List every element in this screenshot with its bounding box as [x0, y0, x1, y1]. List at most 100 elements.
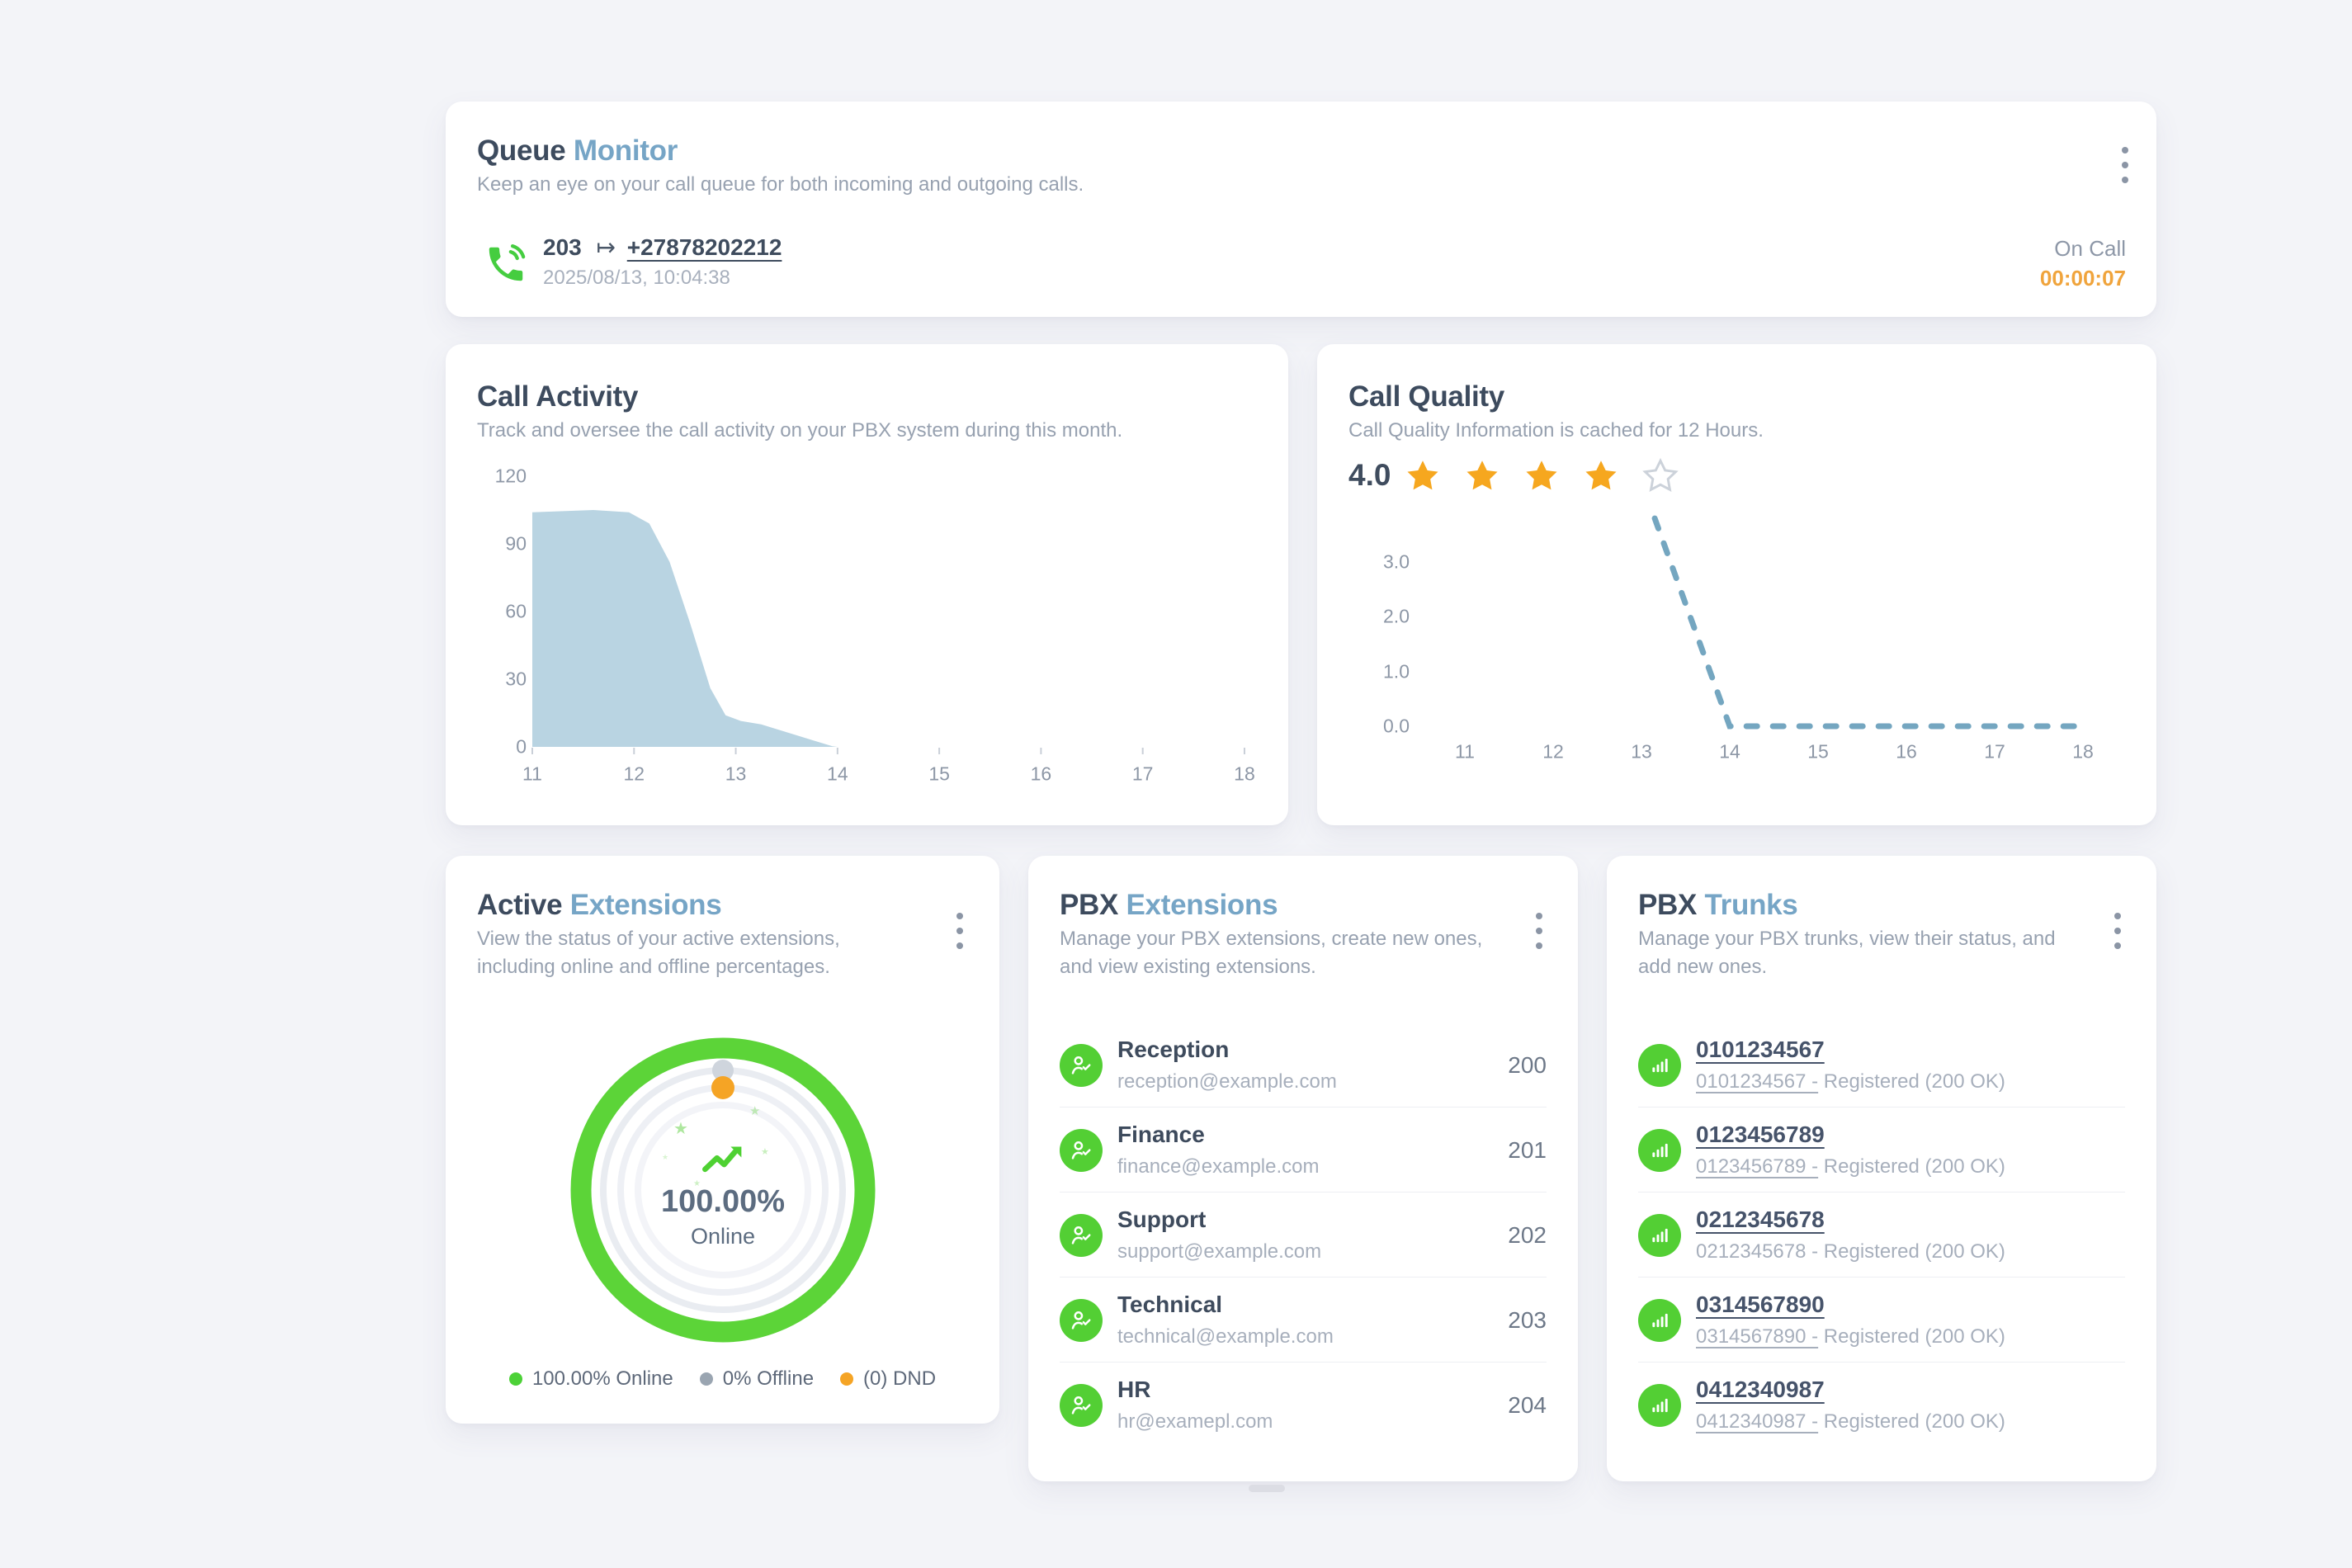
trunk-status-link[interactable]: 0123456789 -	[1696, 1155, 1819, 1178]
active-call-label: 203 ↦ +27878202212	[543, 234, 782, 261]
call-activity-title: Call Activity	[477, 380, 639, 413]
rating-value: 4.0	[1348, 458, 1391, 492]
user-check-icon	[1060, 1298, 1103, 1342]
trunk-name-link[interactable]: 0314567890	[1696, 1292, 1825, 1317]
title-accent: Extensions	[569, 889, 722, 921]
extension-name: Support	[1117, 1207, 1207, 1232]
sparkle-icon: ★	[761, 1147, 769, 1157]
trunk-row[interactable]: 0212345678 0212345678 - Registered (200 O…	[1607, 1193, 2156, 1278]
extension-row[interactable]: HR hr@examepl.com 204	[1028, 1363, 1578, 1448]
kebab-menu-button[interactable]	[941, 904, 979, 958]
star-filled-icon	[1585, 460, 1617, 490]
call-quality-chart: 11 12 13 14 15 16 17 18 0.0 1.0 2.0 3.0	[1317, 344, 2156, 825]
kebab-menu-button[interactable]	[1520, 904, 1558, 958]
trunk-row[interactable]: 0101234567 0101234567 - Registered (200 O…	[1607, 1023, 2156, 1108]
pbx-trunks-card: PBX Trunks Manage your PBX trunks, view …	[1607, 856, 2156, 1481]
extension-number: 203	[1508, 1306, 1547, 1333]
call-activity-subtitle: Track and oversee the call activity on y…	[477, 419, 1123, 442]
call-quality-subtitle: Call Quality Information is cached for 1…	[1348, 419, 1764, 442]
trunk-status: 0412340987 - Registered (200 OK)	[1696, 1412, 2005, 1432]
trunk-status: 0212345678 - Registered (200 OK)	[1696, 1242, 2005, 1262]
kebab-menu-button[interactable]	[2099, 904, 2137, 958]
row-divider	[1638, 1191, 2125, 1193]
call-quality-card: Call Quality Call Quality Information is…	[1317, 344, 2156, 825]
offline-marker-dot	[712, 1060, 734, 1081]
call-timestamp: 2025/08/13, 10:04:38	[543, 267, 730, 289]
trunk-status-link[interactable]: 0101234567 -	[1696, 1070, 1819, 1093]
trunk-status-link[interactable]: 0314567890 -	[1696, 1325, 1819, 1348]
extension-name: Technical	[1117, 1292, 1223, 1317]
title-accent: Monitor	[573, 135, 678, 167]
sparkle-icon: ★	[693, 1179, 701, 1188]
legend-item-offline: 0% Offline	[699, 1367, 814, 1391]
trunk-name-link[interactable]: 0123456789	[1696, 1122, 1825, 1147]
resize-handle[interactable]	[1249, 1485, 1285, 1492]
extension-number: 200	[1508, 1051, 1547, 1078]
extension-email: reception@example.com	[1117, 1070, 1337, 1093]
extension-row[interactable]: Finance finance@example.com 201	[1028, 1108, 1578, 1193]
title-accent: Trunks	[1704, 889, 1798, 921]
call-status: On Call	[2054, 236, 2126, 261]
trunk-status: 0314567890 - Registered (200 OK)	[1696, 1327, 2005, 1347]
sparkle-icon: ★	[673, 1120, 688, 1138]
extension-row[interactable]: Support support@example.com 202	[1028, 1193, 1578, 1278]
user-check-icon	[1060, 1128, 1103, 1172]
title-primary: PBX	[1060, 889, 1119, 921]
row-divider	[1060, 1106, 1547, 1108]
extension-name: Finance	[1117, 1122, 1205, 1147]
extension-row[interactable]: Reception reception@example.com 200	[1028, 1023, 1578, 1108]
extensions-list: Reception reception@example.com 200 Finance…	[1028, 1023, 1578, 1448]
star-filled-icon	[1407, 460, 1438, 490]
trunks-list: 0101234567 0101234567 - Registered (200 O…	[1607, 1023, 2156, 1448]
signal-bars-icon	[1638, 1383, 1681, 1427]
row-divider	[1060, 1191, 1547, 1193]
call-number-link[interactable]: +27878202212	[626, 234, 782, 260]
trunk-status-link[interactable]: 0412340987 -	[1696, 1410, 1819, 1433]
trunk-status-link[interactable]: 0212345678 -	[1696, 1240, 1819, 1263]
online-label: Online	[690, 1224, 756, 1249]
row-divider	[1638, 1361, 2125, 1363]
call-extension: 203	[543, 234, 582, 260]
signal-bars-icon	[1638, 1298, 1681, 1342]
active-extensions-card: Active Extensions View the status of you…	[446, 856, 999, 1424]
queue-monitor-subtitle: Keep an eye on your call queue for both …	[477, 173, 1084, 196]
extension-number: 204	[1508, 1391, 1547, 1418]
extension-email: hr@examepl.com	[1117, 1410, 1273, 1433]
call-activity-card: Call Activity Track and oversee the call…	[446, 344, 1288, 825]
trunk-status: 0101234567 - Registered (200 OK)	[1696, 1072, 2005, 1092]
trunk-name-link[interactable]: 0412340987	[1696, 1377, 1825, 1402]
extension-email: finance@example.com	[1117, 1155, 1320, 1178]
signal-bars-icon	[1638, 1043, 1681, 1087]
active-extensions-subtitle: View the status of your active extension…	[477, 928, 840, 978]
star-filled-icon	[1526, 460, 1557, 490]
legend-item-online: 100.00% Online	[508, 1367, 673, 1391]
user-check-icon	[1060, 1213, 1103, 1257]
online-percentage: 100.00%	[660, 1184, 785, 1219]
star-empty-icon	[1642, 458, 1679, 493]
queue-monitor-card: Queue Monitor Keep an eye on your call q…	[446, 102, 2156, 317]
extension-row[interactable]: Technical technical@example.com 203	[1028, 1278, 1578, 1363]
trunk-row[interactable]: 0412340987 0412340987 - Registered (200 O…	[1607, 1363, 2156, 1448]
pbx-extensions-subtitle: Manage your PBX extensions, create new o…	[1060, 928, 1483, 978]
title-primary: Queue	[477, 135, 566, 167]
trunk-status-text: Registered (200 OK)	[1818, 1410, 2005, 1433]
extension-email: support@example.com	[1117, 1240, 1322, 1263]
online-donut-chart	[570, 1037, 876, 1343]
row-divider	[1638, 1106, 2125, 1108]
pbx-extensions-title: PBX Extensions	[1060, 889, 1278, 922]
signal-bars-icon	[1638, 1128, 1681, 1172]
trunk-status-text: Registered (200 OK)	[1818, 1240, 2005, 1263]
call-duration: 00:00:07	[2039, 266, 2126, 290]
dnd-dot-icon	[840, 1372, 854, 1386]
user-check-icon	[1060, 1043, 1103, 1087]
active-extensions-title: Active Extensions	[477, 889, 722, 922]
sparkle-icon: ★	[749, 1104, 761, 1118]
extension-name: HR	[1117, 1377, 1151, 1402]
trunk-name-link[interactable]: 0101234567	[1696, 1037, 1825, 1062]
kebab-menu-button[interactable]	[2106, 138, 2144, 192]
trunk-row[interactable]: 0314567890 0314567890 - Registered (200 O…	[1607, 1278, 2156, 1363]
trunk-row[interactable]: 0123456789 0123456789 - Registered (200 O…	[1607, 1108, 2156, 1193]
trend-up-icon	[702, 1146, 742, 1173]
trunk-name-link[interactable]: 0212345678	[1696, 1207, 1825, 1232]
